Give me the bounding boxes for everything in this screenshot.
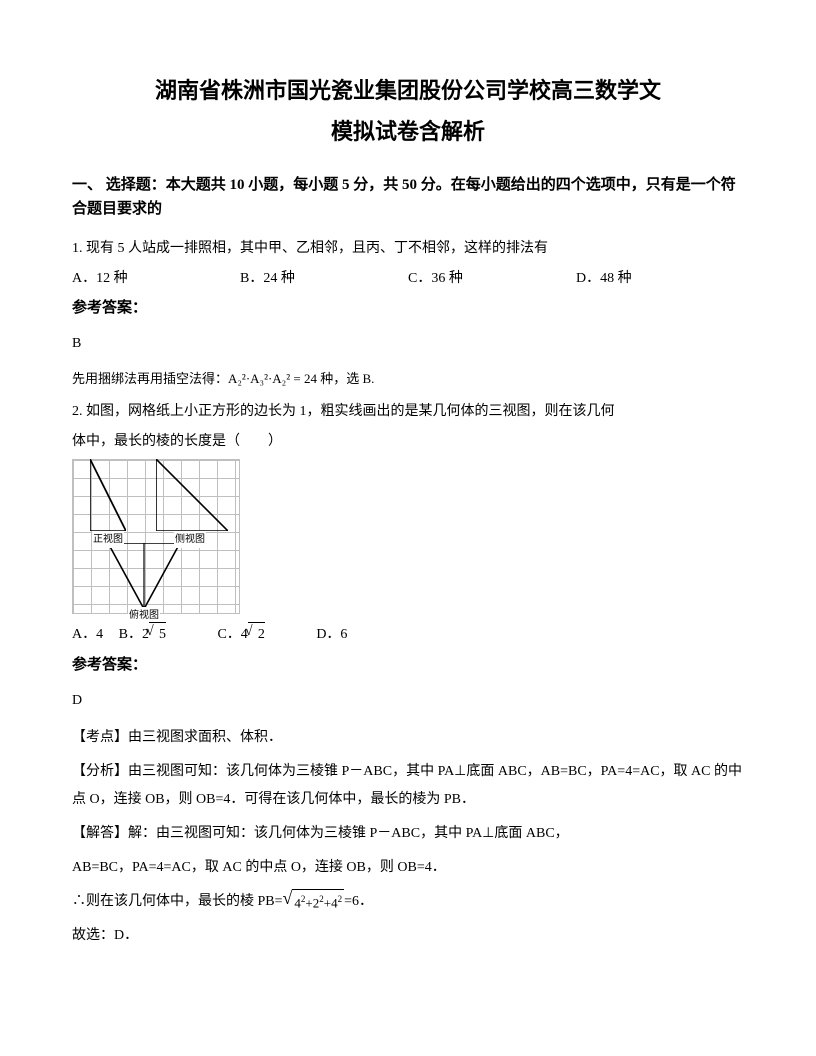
front-view-label: 正视图 bbox=[92, 531, 124, 548]
q2-text-line1: 2. 如图，网格纸上小正方形的边长为 1，粗实线画出的是某几何体的三视图，则在该… bbox=[72, 400, 744, 424]
q1-optD: D．48 种 bbox=[576, 267, 744, 291]
q2-options: A．4 B．2 5 C．4 2 D．6 bbox=[72, 622, 744, 647]
section-heading: 一、 选择题：本大题共 10 小题，每小题 5 分，共 50 分。在每小题给出的… bbox=[72, 173, 744, 221]
q2-p3: 【解答】解：由三视图可知：该几何体为三棱锥 P－ABC，其中 PA⊥底面 ABC… bbox=[72, 820, 744, 848]
q2-optA: A．4 bbox=[72, 623, 103, 647]
three-view-figure: 正视图 侧视图 俯视图 bbox=[72, 459, 240, 614]
q2-text-line2: 体中，最长的棱的长度是（ ） bbox=[72, 430, 744, 454]
q2-optB-rad: 5 bbox=[159, 623, 166, 647]
front-view-triangle bbox=[90, 459, 126, 531]
q1-optA: A．12 种 bbox=[72, 267, 240, 291]
q1-optB: B．24 种 bbox=[240, 267, 408, 291]
q2-p5: ∴则在该几何体中，最长的棱 PB=√42+22+42=6． bbox=[72, 888, 744, 916]
q2-optD: D．6 bbox=[316, 623, 347, 647]
q2-p1: 【考点】由三视图求面积、体积． bbox=[72, 724, 744, 752]
q1-ref-label: 参考答案： bbox=[72, 296, 744, 322]
q2-p5-pre: ∴则在该几何体中，最长的棱 PB= bbox=[72, 894, 283, 909]
q2-p2: 【分析】由三视图可知：该几何体为三棱锥 P－ABC，其中 PA⊥底面 ABC，A… bbox=[72, 758, 744, 814]
side-view-label: 侧视图 bbox=[174, 531, 206, 548]
q2-p6: 故选：D． bbox=[72, 922, 744, 950]
q1-options: A．12 种 B．24 种 C．36 种 D．48 种 bbox=[72, 267, 744, 291]
q1-answer: B bbox=[72, 332, 744, 356]
q1-optC: C．36 种 bbox=[408, 267, 576, 291]
q2-answer: D bbox=[72, 689, 744, 713]
sqrt-expression: √42+22+42 bbox=[283, 889, 345, 916]
side-view-triangle bbox=[156, 459, 228, 531]
q2-ref-label: 参考答案： bbox=[72, 653, 744, 679]
q1-text: 1. 现有 5 人站成一排照相，其中甲、乙相邻，且丙、丁不相邻，这样的排法有 bbox=[72, 237, 744, 261]
q2-optB: B．2 5 bbox=[119, 622, 166, 647]
title-line2: 模拟试卷含解析 bbox=[72, 113, 744, 150]
q2-optB-pre: B．2 bbox=[119, 623, 149, 647]
q2-p5-post: =6． bbox=[344, 894, 373, 909]
q2-optC-rad: 2 bbox=[258, 623, 265, 647]
q2-optC-pre: C．4 bbox=[217, 623, 247, 647]
q1-method: 先用捆绑法再用插空法得：A₂²·A₃²·A₂² = 24 种，选 B. bbox=[72, 368, 744, 390]
top-view-triangle bbox=[108, 543, 180, 609]
q2-optC: C．4 2 bbox=[217, 622, 264, 647]
q2-p4: AB=BC，PA=4=AC，取 AC 的中点 O，连接 OB，则 OB=4． bbox=[72, 854, 744, 882]
title-line1: 湖南省株洲市国光瓷业集团股份公司学校高三数学文 bbox=[72, 72, 744, 109]
